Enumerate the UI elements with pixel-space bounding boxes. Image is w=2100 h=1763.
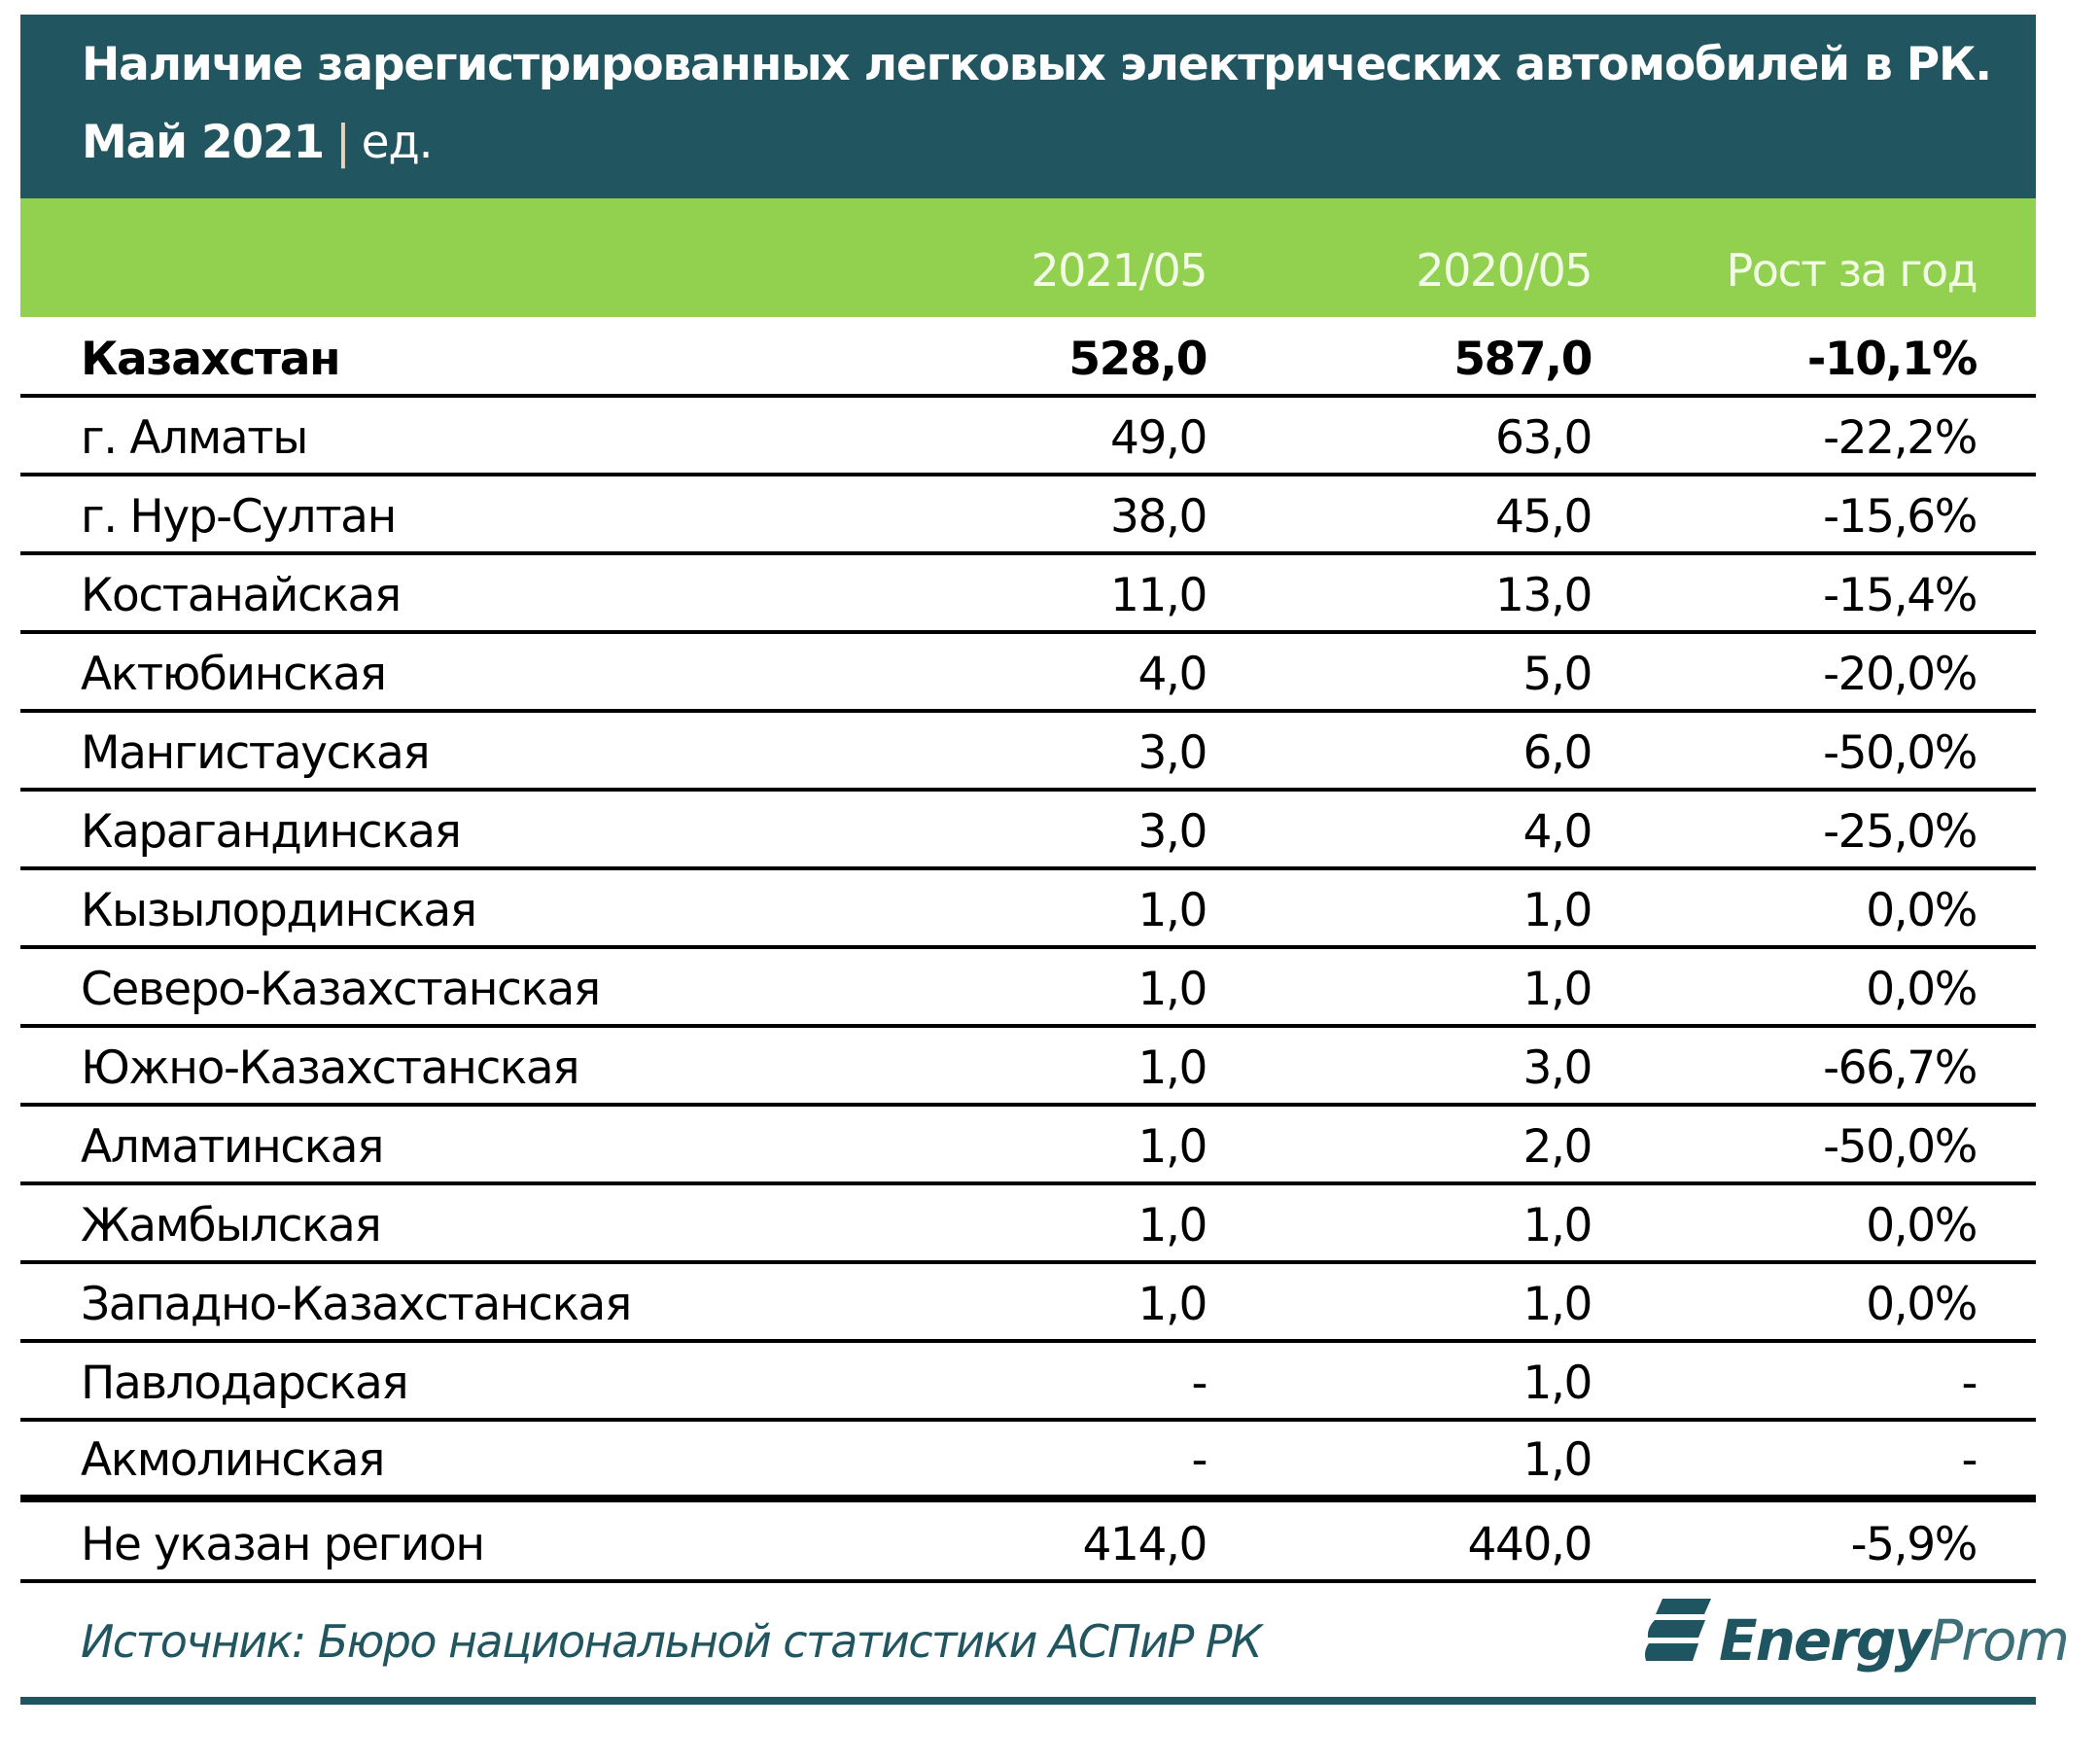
row-value-2020: 63,0 — [1494, 411, 1592, 465]
table-row: Западно-Казахстанская 1,0 1,0 0,0% — [20, 1264, 2036, 1343]
subtitle-separator: | — [335, 116, 351, 169]
table-row-unspecified: Не указан регион 414,0 440,0 -5,9% — [20, 1502, 2036, 1583]
table-row: Костанайская 11,0 13,0 -15,4% — [20, 555, 2036, 634]
row-region: Жамбылская — [81, 1199, 382, 1252]
row-value-2020: 1,0 — [1522, 1199, 1592, 1252]
row-value-2020: 6,0 — [1522, 726, 1592, 780]
row-value-2020: 1,0 — [1522, 1433, 1592, 1487]
row-value-2021: 1,0 — [1138, 1199, 1208, 1252]
table-subtitle: Май 2021 | ед. — [82, 120, 434, 165]
row-region: Казахстан — [81, 333, 341, 386]
row-growth: -25,0% — [1823, 805, 1978, 859]
row-growth: -5,9% — [1850, 1518, 1978, 1571]
row-growth: - — [1961, 1357, 1978, 1410]
table-row: Акмолинская - 1,0 - — [20, 1422, 2036, 1502]
row-growth: -15,6% — [1823, 490, 1978, 544]
table-row: Южно-Казахстанская 1,0 3,0 -66,7% — [20, 1028, 2036, 1107]
row-growth: 0,0% — [1866, 963, 1978, 1016]
row-value-2021: 38,0 — [1109, 490, 1208, 544]
row-value-2021: 1,0 — [1138, 884, 1208, 937]
row-region: Не указан регион — [81, 1518, 485, 1571]
row-value-2020: 2,0 — [1522, 1120, 1592, 1174]
row-region: Южно-Казахстанская — [81, 1041, 580, 1095]
column-header-2020: 2020/05 — [1416, 244, 1592, 297]
row-value-2020: 4,0 — [1522, 805, 1592, 859]
table-row: Павлодарская - 1,0 - — [20, 1343, 2036, 1422]
subtitle-period: Май 2021 — [82, 116, 325, 169]
row-region: Костанайская — [81, 569, 402, 622]
logo-wordmark-energy: Energy — [1719, 1607, 1931, 1674]
row-region: Павлодарская — [81, 1357, 409, 1410]
row-growth: -15,4% — [1823, 569, 1978, 622]
row-value-2020: 1,0 — [1522, 1357, 1592, 1410]
row-value-2020: 5,0 — [1522, 648, 1592, 701]
table-title: Наличие зарегистрированных легковых элек… — [82, 38, 1992, 91]
row-value-2021: 528,0 — [1068, 333, 1208, 386]
row-growth: -66,7% — [1823, 1041, 1978, 1095]
row-value-2021: 3,0 — [1138, 726, 1208, 780]
table-row-total: Казахстан 528,0 587,0 -10,1% — [20, 317, 2036, 398]
title-band: Наличие зарегистрированных легковых элек… — [20, 15, 2036, 198]
row-value-2020: 587,0 — [1453, 333, 1592, 386]
table-row: Карагандинская 3,0 4,0 -25,0% — [20, 792, 2036, 870]
row-value-2020: 45,0 — [1494, 490, 1592, 544]
row-value-2021: 4,0 — [1138, 648, 1208, 701]
table-row: Северо-Казахстанская 1,0 1,0 0,0% — [20, 949, 2036, 1028]
row-value-2020: 1,0 — [1522, 1278, 1592, 1331]
logo-wordmark-prom: Prom — [1929, 1607, 2070, 1674]
row-value-2021: 1,0 — [1138, 1120, 1208, 1174]
row-growth: - — [1961, 1433, 1978, 1487]
row-region: Северо-Казахстанская — [81, 963, 601, 1016]
row-value-2020: 13,0 — [1494, 569, 1592, 622]
row-growth: 0,0% — [1866, 1278, 1978, 1331]
row-value-2021: - — [1191, 1433, 1208, 1487]
row-region: Алматинская — [81, 1120, 384, 1174]
row-value-2021: 1,0 — [1138, 963, 1208, 1016]
row-region: Акмолинская — [81, 1433, 385, 1487]
table-row: Актюбинская 4,0 5,0 -20,0% — [20, 634, 2036, 713]
table-row: Кызылординская 1,0 1,0 0,0% — [20, 870, 2036, 949]
row-value-2021: 49,0 — [1109, 411, 1208, 465]
energyprom-logo: EnergyProm — [1643, 1597, 2070, 1675]
row-growth: -10,1% — [1806, 333, 1978, 386]
row-growth: 0,0% — [1866, 1199, 1978, 1252]
row-value-2021: 11,0 — [1109, 569, 1208, 622]
row-region: г. Алматы — [81, 411, 308, 465]
source-note: Источник: Бюро национальной статистики А… — [81, 1615, 1263, 1668]
row-region: Актюбинская — [81, 648, 387, 701]
row-growth: 0,0% — [1866, 884, 1978, 937]
table-body: Казахстан 528,0 587,0 -10,1% г. Алматы 4… — [20, 317, 2036, 1583]
row-value-2020: 3,0 — [1522, 1041, 1592, 1095]
row-value-2021: 3,0 — [1138, 805, 1208, 859]
row-growth: -50,0% — [1823, 1120, 1978, 1174]
table-row: Мангистауская 3,0 6,0 -50,0% — [20, 713, 2036, 792]
table-row: Жамбылская 1,0 1,0 0,0% — [20, 1185, 2036, 1264]
row-region: Кызылординская — [81, 884, 477, 937]
row-region: г. Нур-Султан — [81, 490, 397, 544]
row-value-2020: 1,0 — [1522, 963, 1592, 1016]
row-value-2020: 440,0 — [1467, 1518, 1592, 1571]
row-region: Карагандинская — [81, 805, 462, 859]
row-region: Мангистауская — [81, 726, 431, 780]
logo-wordmark: EnergyProm — [1719, 1612, 2070, 1669]
row-growth: -22,2% — [1823, 411, 1978, 465]
table-row: Алматинская 1,0 2,0 -50,0% — [20, 1107, 2036, 1185]
row-region: Западно-Казахстанская — [81, 1278, 632, 1331]
row-value-2021: 1,0 — [1138, 1278, 1208, 1331]
energyprom-stripes-icon — [1645, 1599, 1711, 1661]
row-growth: -20,0% — [1823, 648, 1978, 701]
bottom-rule — [20, 1697, 2036, 1705]
column-header-2021: 2021/05 — [1031, 244, 1208, 297]
row-value-2021: 414,0 — [1082, 1518, 1208, 1571]
subtitle-unit: ед. — [361, 116, 434, 169]
row-value-2020: 1,0 — [1522, 884, 1592, 937]
table-row: г. Алматы 49,0 63,0 -22,2% — [20, 398, 2036, 476]
column-header-band — [20, 198, 2036, 317]
row-value-2021: 1,0 — [1138, 1041, 1208, 1095]
row-value-2021: - — [1191, 1357, 1208, 1410]
column-header-growth: Рост за год — [1726, 244, 1978, 297]
table-row: г. Нур-Султан 38,0 45,0 -15,6% — [20, 476, 2036, 555]
row-growth: -50,0% — [1823, 726, 1978, 780]
